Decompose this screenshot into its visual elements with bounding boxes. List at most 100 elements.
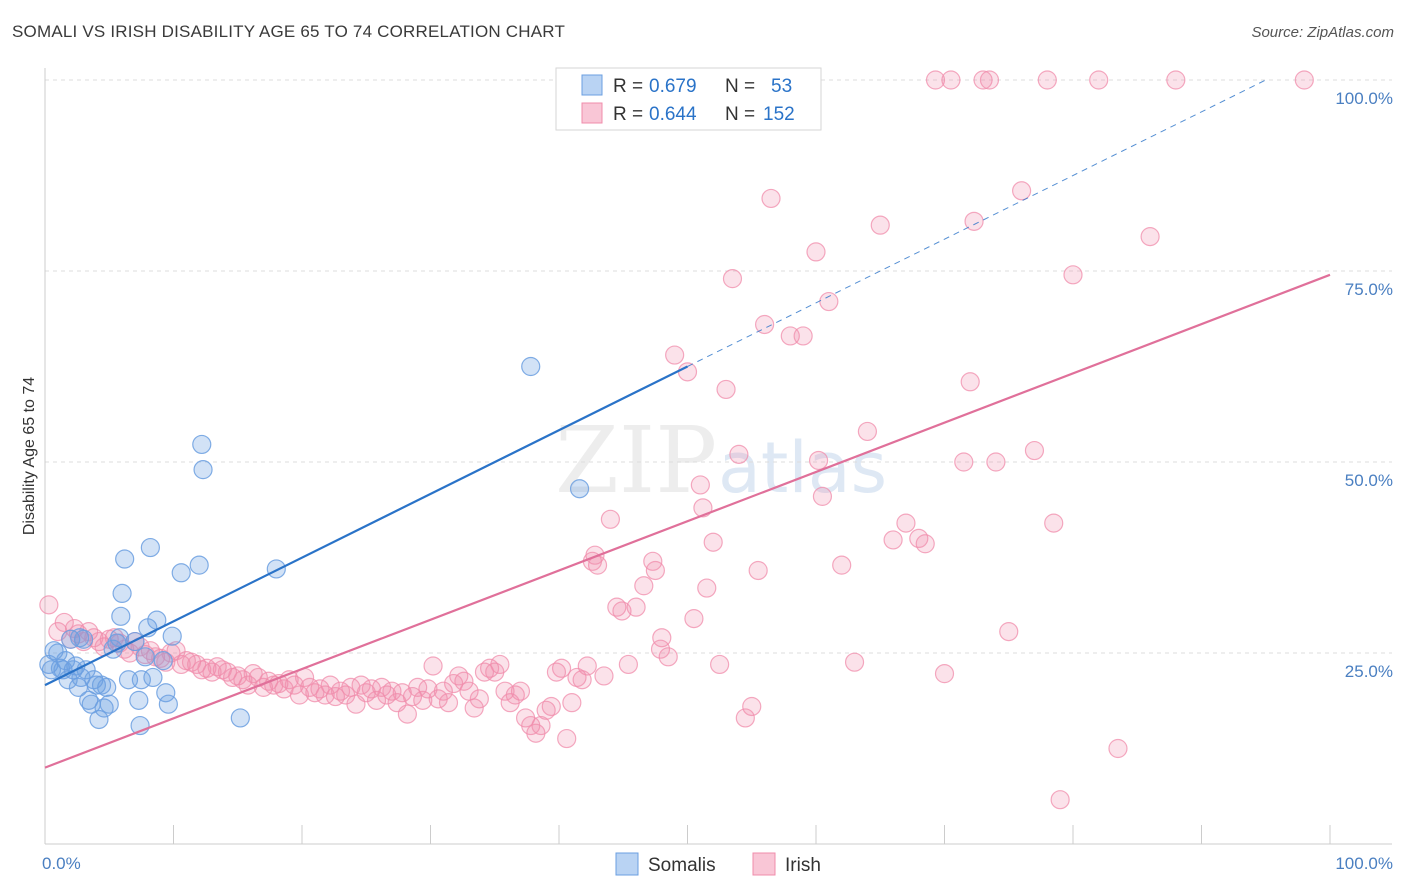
irish-point-170 bbox=[925, 70, 946, 90]
irish-point-130 bbox=[742, 696, 762, 717]
somalis-point-34 bbox=[131, 670, 151, 690]
irish-point-84 bbox=[474, 662, 495, 682]
irish-point-129 bbox=[735, 708, 755, 728]
irish-point-48 bbox=[289, 685, 310, 705]
irish-point-136 bbox=[793, 326, 813, 346]
irish-point-155 bbox=[1011, 181, 1032, 201]
legend-r-label-irish: R = bbox=[613, 104, 643, 125]
somalis-point-50 bbox=[521, 356, 541, 377]
somalis-point-27 bbox=[111, 606, 131, 626]
irish-point-126 bbox=[716, 379, 736, 400]
irish-point-34 bbox=[217, 662, 238, 682]
bottom-legend: Somalis Irish bbox=[615, 852, 821, 876]
bottom-legend-swatch-somalis bbox=[615, 852, 639, 876]
irish-point-109 bbox=[600, 509, 621, 529]
irish-point-55 bbox=[325, 686, 346, 707]
irish-point-122 bbox=[690, 475, 710, 495]
x-tick-label-min: 0.0% bbox=[42, 854, 81, 873]
somalis-point-38 bbox=[143, 667, 163, 688]
irish-point-142 bbox=[857, 421, 878, 442]
bottom-legend-label-somalis: Somalis bbox=[648, 855, 716, 876]
irish-point-97 bbox=[541, 696, 561, 717]
irish-point-56 bbox=[330, 681, 351, 701]
watermark-zip: ZIP bbox=[555, 407, 717, 514]
irish-series bbox=[39, 70, 1314, 810]
irish-point-85 bbox=[480, 658, 500, 678]
irish-point-87 bbox=[490, 654, 510, 675]
irish-point-151 bbox=[960, 372, 980, 392]
irish-point-128 bbox=[729, 444, 749, 464]
irish-point-158 bbox=[1044, 513, 1064, 533]
irish-point-69 bbox=[397, 704, 417, 724]
irish-point-143 bbox=[870, 215, 890, 235]
irish-point-153 bbox=[986, 452, 1006, 472]
irish-point-100 bbox=[557, 728, 577, 749]
somalis-point-32 bbox=[129, 690, 149, 710]
irish-point-104 bbox=[577, 656, 597, 676]
irish-point-171 bbox=[979, 70, 1000, 90]
legend-n-value-somalis: 53 bbox=[771, 76, 792, 97]
irish-point-99 bbox=[551, 658, 572, 678]
irish-point-108 bbox=[594, 666, 614, 686]
irish-point-50 bbox=[300, 677, 320, 697]
irish-point-95 bbox=[531, 715, 551, 736]
somalis-point-23 bbox=[99, 694, 119, 714]
irish-point-76 bbox=[433, 681, 453, 701]
irish-point-123 bbox=[697, 578, 717, 598]
irish-point-160 bbox=[1063, 265, 1083, 285]
y-tick-label-100: 100.0% bbox=[1335, 89, 1393, 108]
somalis-point-51 bbox=[569, 479, 590, 499]
irish-point-39 bbox=[243, 664, 263, 684]
irish-point-90 bbox=[505, 685, 525, 705]
y-axis-label: Disability Age 65 to 74 bbox=[21, 377, 38, 535]
irish-point-148 bbox=[934, 664, 955, 684]
somalis-point-26 bbox=[109, 628, 130, 648]
somalis-point-35 bbox=[135, 647, 155, 667]
irish-point-82 bbox=[464, 698, 484, 718]
y-tick-label-75: 75.0% bbox=[1345, 280, 1393, 299]
somalis-point-22 bbox=[97, 677, 117, 697]
irish-point-72 bbox=[413, 690, 433, 710]
somalis-point-41 bbox=[156, 683, 176, 703]
somalis-point-40 bbox=[153, 651, 173, 671]
irish-point-146 bbox=[909, 528, 929, 549]
irish-point-28 bbox=[187, 654, 207, 675]
irish-point-131 bbox=[748, 560, 768, 581]
irish-point-165 bbox=[1294, 70, 1314, 90]
irish-point-169 bbox=[964, 211, 984, 231]
irish-point-74 bbox=[423, 656, 443, 676]
irish-point-147 bbox=[915, 534, 935, 554]
legend-n-label-somalis: N = bbox=[725, 76, 755, 97]
somalis-trendline-extension bbox=[687, 79, 1266, 367]
irish-point-150 bbox=[954, 452, 974, 472]
irish-point-114 bbox=[634, 576, 654, 596]
irish-point-47 bbox=[284, 675, 304, 695]
irish-point-88 bbox=[495, 681, 515, 701]
irish-point-61 bbox=[356, 683, 376, 703]
irish-point-96 bbox=[536, 700, 556, 720]
somalis-trendline bbox=[44, 365, 688, 687]
somalis-point-28 bbox=[112, 583, 132, 604]
legend-swatch-somalis bbox=[581, 74, 603, 96]
irish-point-98 bbox=[546, 662, 567, 682]
irish-point-38 bbox=[238, 675, 258, 695]
irish-point-140 bbox=[832, 555, 852, 575]
irish-point-162 bbox=[1108, 738, 1128, 759]
x-ticks bbox=[44, 825, 1331, 844]
irish-point-137 bbox=[806, 242, 826, 262]
irish-point-54 bbox=[320, 675, 340, 695]
irish-point-120 bbox=[677, 362, 698, 382]
irish-point-52 bbox=[310, 679, 330, 699]
irish-point-112 bbox=[618, 654, 638, 675]
legend-n-value-irish: 152 bbox=[763, 104, 795, 125]
somalis-point-49 bbox=[266, 559, 286, 579]
somalis-point-44 bbox=[171, 563, 191, 583]
somalis-point-43 bbox=[162, 626, 182, 646]
irish-point-68 bbox=[392, 683, 412, 703]
watermark-atlas: atlas bbox=[718, 427, 887, 509]
somalis-point-42 bbox=[158, 694, 178, 714]
irish-point-164 bbox=[1166, 70, 1186, 90]
y-tick-labels: 25.0% 50.0% 75.0% 100.0% bbox=[1335, 89, 1393, 681]
irish-trendline bbox=[44, 273, 1331, 769]
